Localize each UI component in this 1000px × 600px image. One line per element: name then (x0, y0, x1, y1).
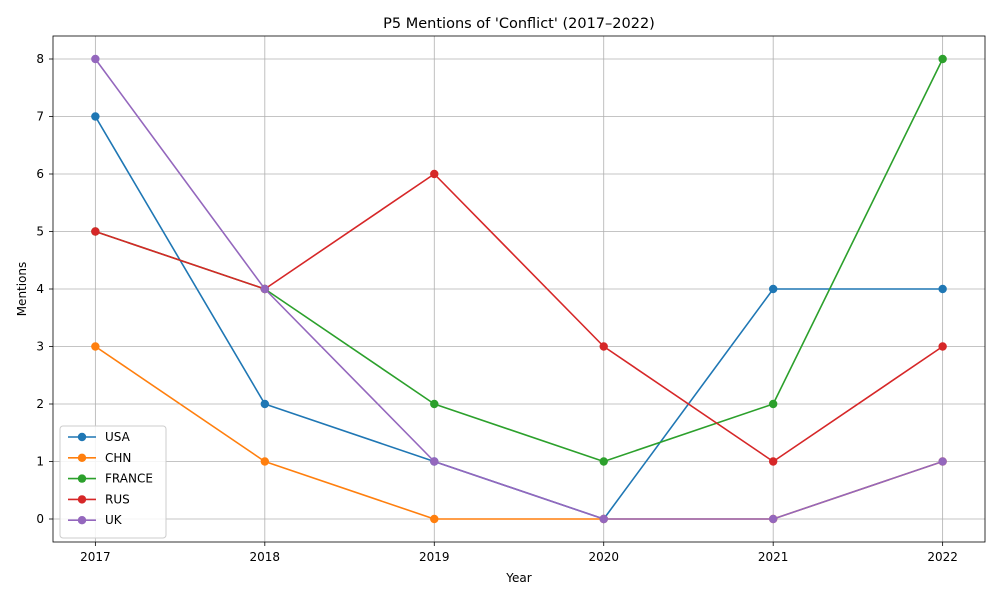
y-tick-label: 4 (36, 282, 44, 296)
data-point (599, 514, 608, 524)
y-tick-label: 8 (36, 52, 44, 66)
y-tick-label: 3 (36, 340, 44, 354)
legend: USA CHN FRANCE RUS UK (59, 425, 167, 539)
series-uk (91, 54, 947, 524)
data-point (768, 399, 778, 409)
y-tick-label: 6 (36, 167, 44, 181)
data-point (768, 284, 778, 294)
legend-marker (77, 453, 87, 462)
legend-entry: CHN (68, 451, 131, 465)
chart-title: P5 Mentions of 'Conflict' (2017–2022) (383, 16, 655, 32)
data-point (91, 342, 100, 351)
legend-marker (77, 495, 87, 504)
legend-marker (77, 432, 87, 442)
legend-label: FRANCE (105, 472, 153, 486)
x-axis-title: Year (505, 571, 531, 585)
data-point (260, 457, 270, 466)
legend-label: UK (105, 513, 123, 527)
data-point (938, 342, 947, 351)
x-tick-label: 2018 (250, 550, 281, 564)
data-point (768, 514, 778, 524)
legend-label: USA (105, 430, 131, 444)
y-axis: 0 1 2 3 4 5 6 7 8 (36, 52, 53, 526)
data-point (938, 457, 947, 466)
y-tick-label: 0 (36, 512, 44, 526)
series-line (94, 58, 943, 520)
data-point (430, 457, 439, 466)
data-point (430, 514, 439, 524)
legend-marker (77, 516, 87, 525)
y-tick-label: 2 (36, 397, 44, 411)
y-tick-label: 7 (36, 110, 44, 124)
data-point (599, 342, 608, 351)
series-line (95, 173, 944, 463)
data-point (938, 284, 947, 294)
legend-entry: USA (68, 430, 131, 444)
legend-label: RUS (105, 492, 130, 506)
legend-marker (77, 474, 87, 483)
data-point (768, 457, 778, 466)
series-rus (91, 169, 947, 466)
y-tick-label: 5 (36, 225, 44, 239)
legend-box (59, 425, 167, 539)
x-tick-label: 2022 (927, 550, 958, 564)
legend-entry: RUS (68, 492, 130, 506)
data-point (938, 54, 947, 64)
data-point (91, 112, 100, 121)
x-tick-label: 2020 (588, 550, 619, 564)
x-tick-label: 2017 (80, 550, 111, 564)
data-point (260, 284, 270, 294)
x-tick-label: 2019 (419, 550, 450, 564)
data-point (430, 169, 439, 179)
data-point (260, 399, 270, 409)
data-point (599, 457, 608, 466)
legend-label: CHN (105, 451, 131, 465)
y-tick-label: 1 (36, 455, 44, 469)
legend-entry: FRANCE (68, 472, 153, 486)
x-tick-label: 2021 (758, 550, 789, 564)
data-point (91, 54, 100, 64)
x-axis: 2017 2018 2019 2020 2021 2022 (80, 542, 958, 564)
y-axis-title: Mentions (15, 262, 29, 317)
series-layer (91, 54, 947, 524)
data-point (91, 227, 100, 236)
data-point (430, 399, 439, 409)
legend-entry: UK (68, 513, 123, 527)
